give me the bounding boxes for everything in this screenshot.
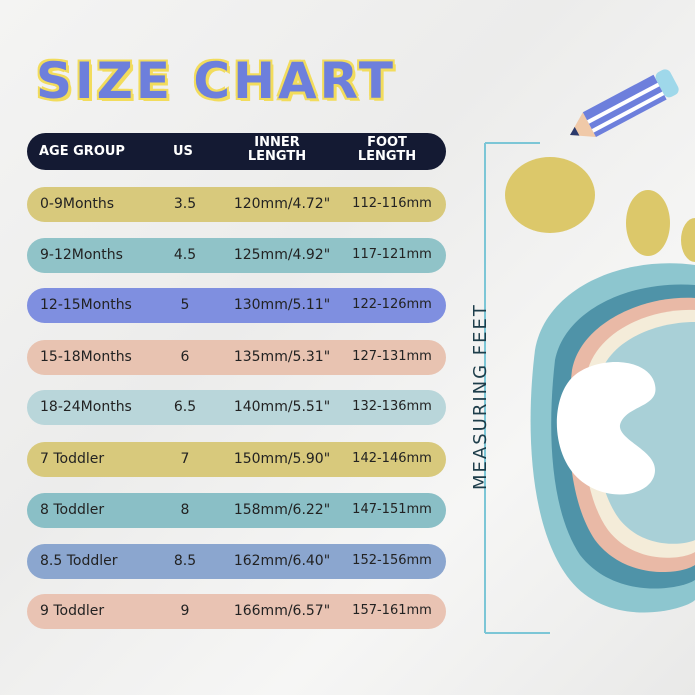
foot-length-cell: 132-136mm [352,399,432,414]
measure-bracket [484,142,550,634]
us-size-cell: 3.5 [173,196,197,212]
foot-length-cell: 117-121mm [352,247,432,262]
inner-length-cell: 166mm/6.57" [233,603,331,619]
age-group-cell: 8.5 Toddler [40,553,118,569]
table-row: 12-15Months 5 130mm/5.11" 122-126mm [27,288,446,323]
foot-illustration [484,69,695,634]
us-size-cell: 8 [180,502,190,518]
header-inner-1: INNER [254,135,300,150]
toe [626,190,670,256]
table-row: 9 Toddler 9 166mm/6.57" 157-161mm [27,594,446,629]
inner-length-cell: 162mm/6.40" [233,553,331,569]
age-group-cell: 7 Toddler [40,451,105,467]
age-group-cell: 0-9Months [40,196,115,212]
inner-length-cell: 130mm/5.11" [233,297,331,313]
table-row: 8.5 Toddler 8.5 162mm/6.40" 152-156mm [27,544,446,579]
table-row: 0-9Months 3.5 120mm/4.72" 112-116mm [27,187,446,222]
inner-length-cell: 120mm/4.72" [233,196,331,212]
header-foot-length: FOOT LENGTH [352,136,422,164]
age-group-cell: 9-12Months [40,247,123,263]
inner-length-cell: 140mm/5.51" [233,399,331,415]
table-row: 9-12Months 4.5 125mm/4.92" 117-121mm [27,238,446,273]
us-size-cell: 6 [180,349,190,365]
inner-length-cell: 135mm/5.31" [233,349,331,365]
age-group-cell: 9 Toddler [40,603,105,619]
age-group-cell: 12-15Months [40,297,132,313]
inner-length-cell: 150mm/5.90" [233,451,331,467]
us-size-cell: 7 [180,451,190,467]
us-size-cell: 4.5 [173,247,197,263]
header-us: US [173,144,193,159]
header-age-group: AGE GROUP [39,144,125,159]
foot-length-cell: 147-151mm [352,502,432,517]
toe [681,218,695,262]
header-inner-length: INNER LENGTH [242,136,312,164]
table-row: 18-24Months 6.5 140mm/5.51" 132-136mm [27,390,446,425]
table-row: 8 Toddler 8 158mm/6.22" 147-151mm [27,493,446,528]
foot-length-cell: 142-146mm [352,451,432,466]
table-header: AGE GROUP US INNER LENGTH FOOT LENGTH [27,133,446,170]
foot-length-cell: 127-131mm [352,349,432,364]
age-group-cell: 15-18Months [40,349,132,365]
age-group-cell: 8 Toddler [40,502,105,518]
us-size-cell: 9 [180,603,190,619]
foot-length-cell: 152-156mm [352,553,432,568]
header-foot-1: FOOT [367,135,407,150]
table-row: 15-18Months 6 135mm/5.31" 127-131mm [27,340,446,375]
measuring-feet-label: MEASURING FEET [470,303,491,490]
us-size-cell: 6.5 [173,399,197,415]
inner-length-cell: 125mm/4.92" [233,247,331,263]
inner-length-cell: 158mm/6.22" [233,502,331,518]
us-size-cell: 8.5 [173,553,197,569]
header-foot-2: LENGTH [357,149,417,164]
age-group-cell: 18-24Months [40,399,132,415]
table-row: 7 Toddler 7 150mm/5.90" 142-146mm [27,442,446,477]
pencil-icon [570,69,679,138]
big-toe [505,157,595,233]
foot-length-cell: 157-161mm [352,603,432,618]
us-size-cell: 5 [180,297,190,313]
page-title: SIZE CHART [36,52,397,110]
header-inner-2: LENGTH [247,149,307,164]
foot-length-cell: 112-116mm [352,196,432,211]
foot-length-cell: 122-126mm [352,297,432,312]
